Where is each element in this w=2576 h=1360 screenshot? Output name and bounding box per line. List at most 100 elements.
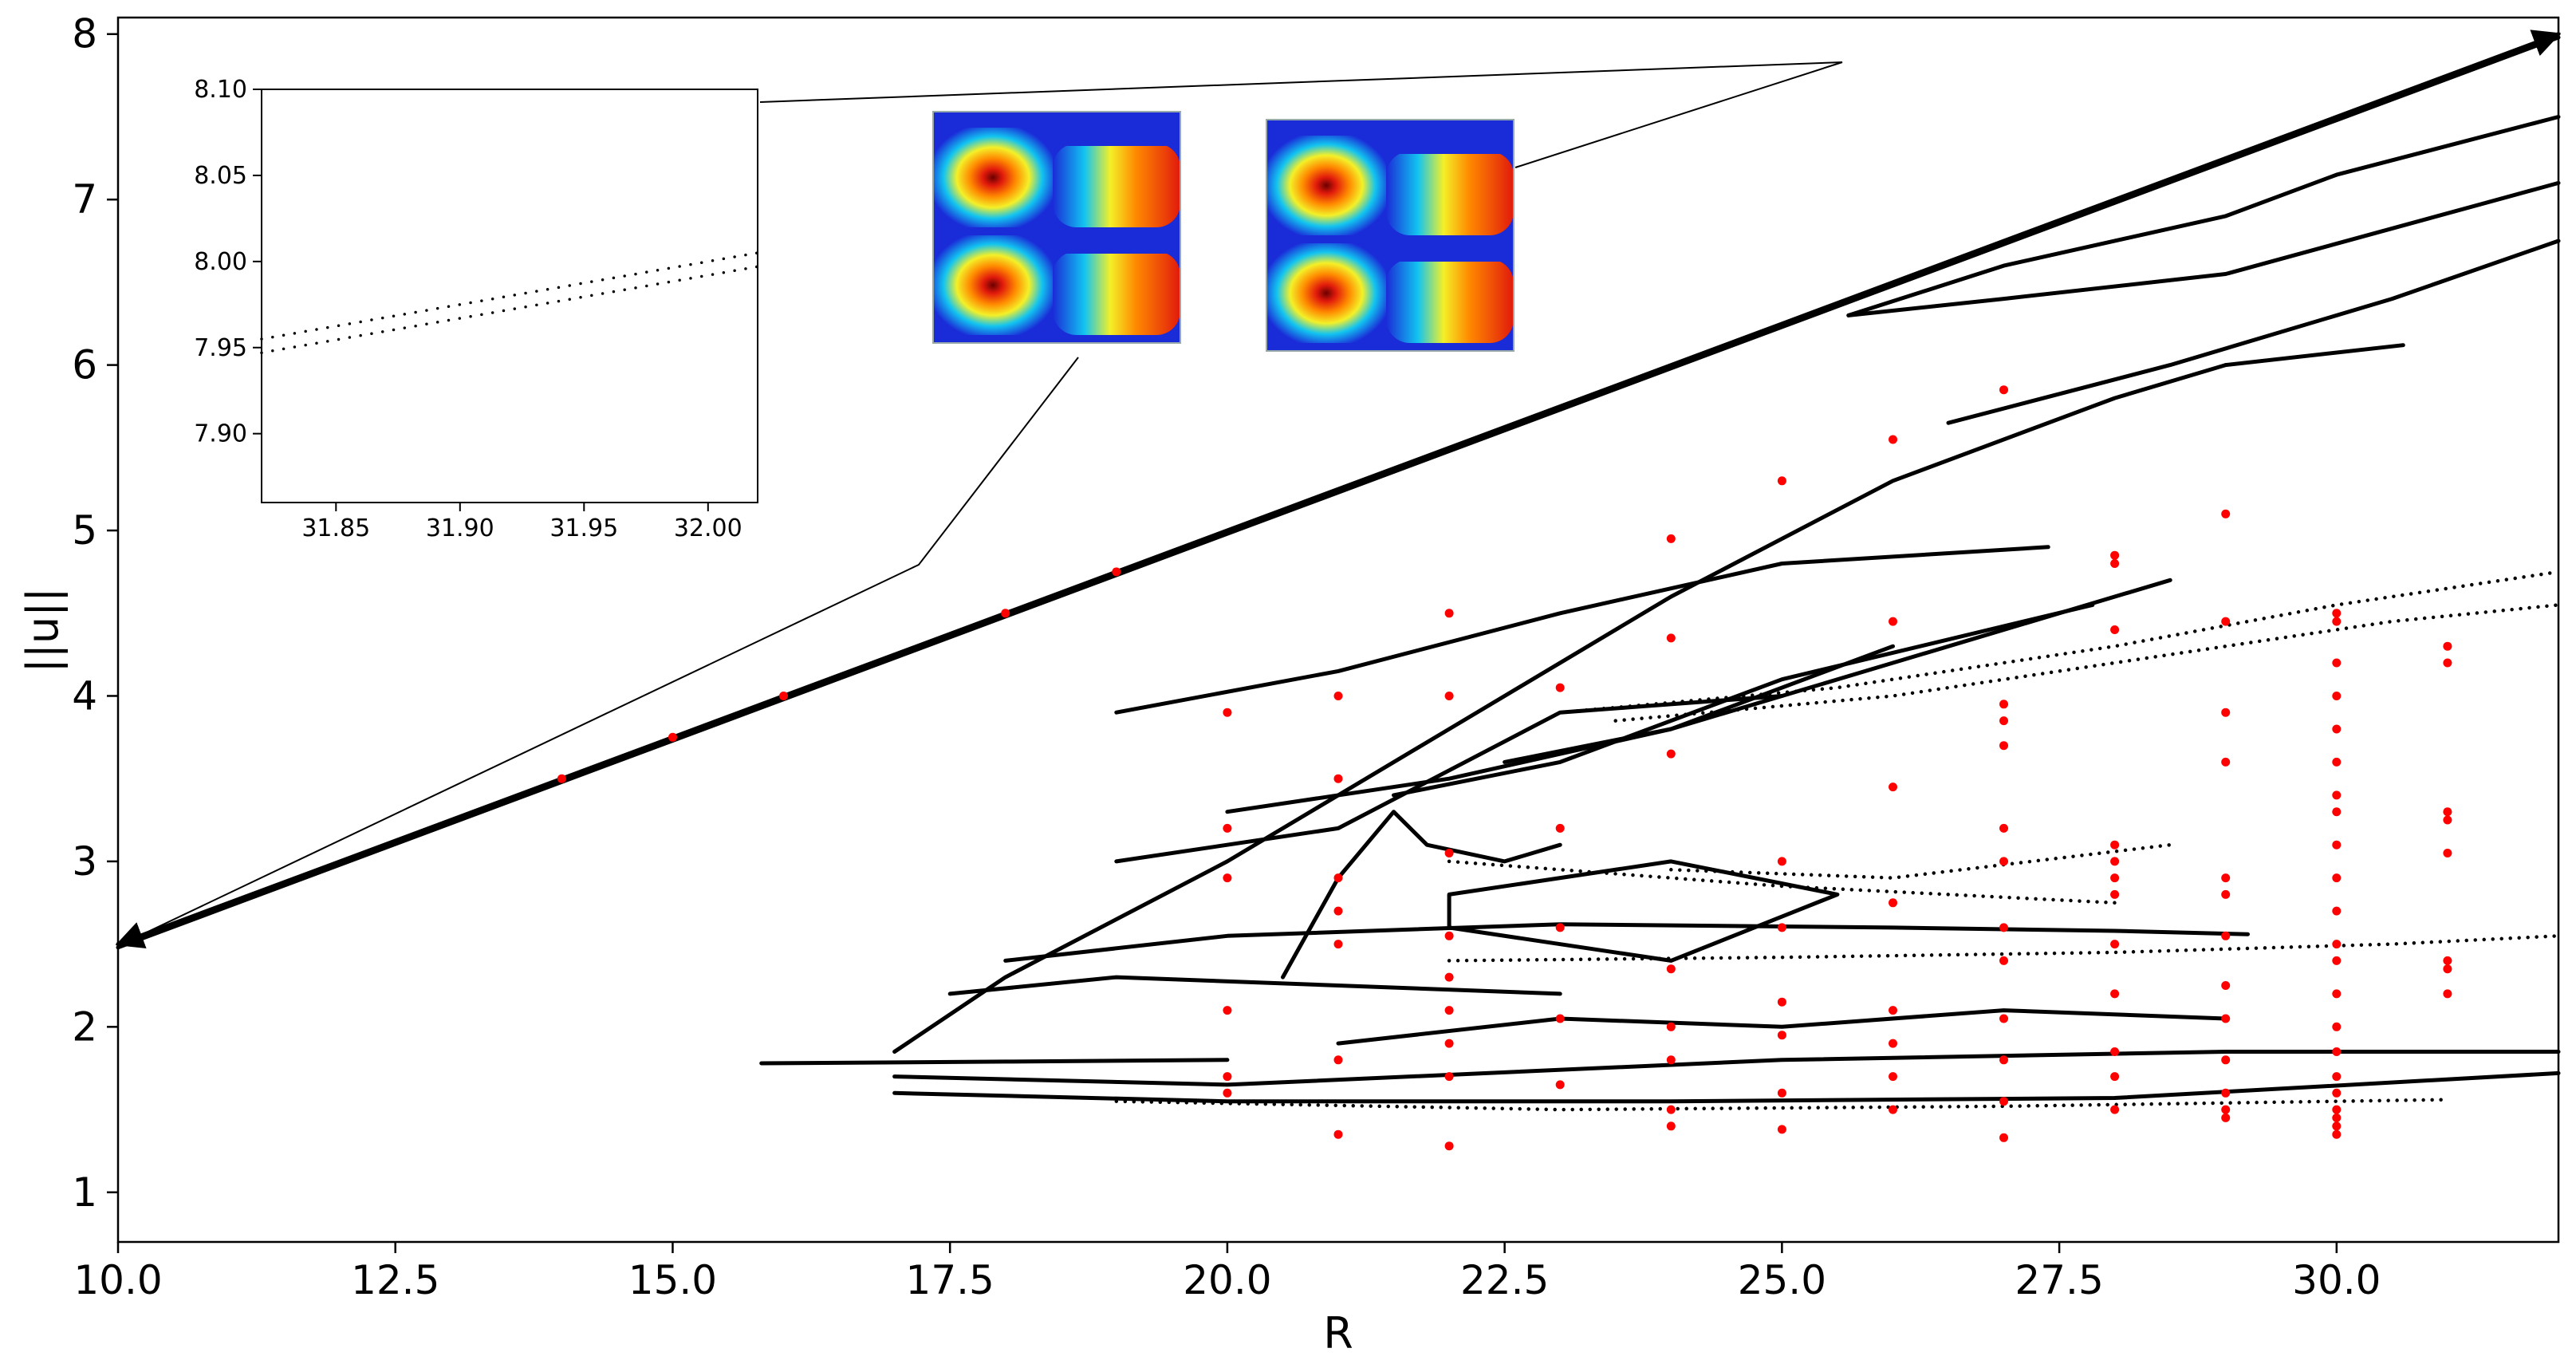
inset-y-tick-label-2: 8.00: [194, 248, 247, 276]
inset-x-tick-label-0: 31.85: [301, 514, 370, 542]
red-marker-67: [2110, 550, 2120, 560]
red-marker-74: [2110, 940, 2120, 949]
red-marker-65: [1999, 1097, 2008, 1106]
red-marker-82: [2221, 757, 2231, 767]
red-marker-16: [1333, 1055, 1343, 1065]
red-marker-57: [1999, 716, 2008, 726]
branch-series-1: [116, 35, 2561, 950]
red-marker-6: [1223, 823, 1232, 833]
branch-series-5: [1946, 238, 2561, 425]
red-marker-95: [2332, 692, 2342, 700]
branch-series-21: [1669, 842, 2172, 880]
red-marker-85: [2221, 931, 2231, 940]
red-marker-105: [2332, 989, 2342, 999]
y-tick-label-3: 4: [72, 672, 97, 719]
y-tick-label-4: 5: [72, 507, 97, 554]
red-marker-109: [2332, 1088, 2342, 1098]
red-marker-118: [2443, 849, 2452, 857]
red-marker-55: [1999, 385, 2008, 395]
branch-curves: [115, 30, 2562, 1112]
y-tick-label-1: 2: [72, 1003, 97, 1050]
connector-line-top: [759, 61, 1843, 103]
red-marker-83: [2221, 873, 2231, 883]
red-marker-35: [1666, 964, 1676, 974]
branch-series-3: [1846, 180, 2561, 317]
branch-series-4: [2223, 343, 2405, 368]
red-marker-116: [2443, 807, 2452, 817]
red-marker-48: [1889, 617, 1897, 626]
red-marker-78: [2110, 1105, 2120, 1114]
x-tick-label-6: 25.0: [1738, 1257, 1826, 1303]
x-axis-ticks: 10.0 12.5 15.0 17.5 20.0 22.5 25.0 27.5 30.0: [73, 1242, 2381, 1303]
red-marker-2: [779, 692, 788, 700]
red-marker-108: [2332, 1072, 2342, 1082]
y-axis-ticks: 1 2 3 4 5 6 7 8: [72, 11, 118, 1216]
red-marker-101: [2332, 873, 2342, 883]
red-marker-25: [1444, 1072, 1454, 1082]
red-marker-121: [2443, 989, 2452, 999]
red-marker-31: [1555, 1080, 1565, 1090]
red-marker-72: [2110, 873, 2120, 883]
inset-y-tick-label-0: 7.90: [194, 420, 247, 448]
inset-y-tick-label-4: 8.10: [194, 76, 247, 104]
red-marker-91: [2221, 1113, 2231, 1122]
red-marker-99: [2332, 807, 2342, 817]
branch-series-8: [1503, 578, 2172, 764]
main-plot: 10.0 12.5 15.0 17.5 20.0 22.5 25.0 27.5 30.0 1 2 3…: [18, 11, 2562, 1358]
red-marker-110: [2332, 1105, 2342, 1114]
red-marker-9: [1223, 1072, 1232, 1082]
red-marker-37: [1666, 1055, 1676, 1065]
red-marker-39: [1666, 1122, 1676, 1131]
red-marker-27: [1555, 683, 1565, 692]
red-marker-7: [1223, 873, 1232, 883]
red-marker-29: [1555, 923, 1565, 932]
red-marker-11: [1333, 692, 1343, 700]
x-tick-label-5: 22.5: [1460, 1257, 1549, 1303]
red-marker-24: [1444, 1039, 1454, 1048]
branch-series-11: [1114, 694, 1784, 864]
red-marker-21: [1444, 931, 1454, 940]
red-marker-119: [2443, 956, 2452, 965]
red-marker-14: [1333, 906, 1343, 916]
red-marker-44: [1777, 1031, 1786, 1040]
red-marker-53: [1889, 1072, 1897, 1082]
red-marker-0: [557, 774, 566, 783]
red-marker-30: [1555, 1014, 1565, 1023]
red-marker-10: [1223, 1088, 1232, 1098]
red-marker-13: [1333, 873, 1343, 883]
branch-series-15: [1003, 922, 2250, 963]
branch-series-0: [115, 30, 2562, 948]
red-marker-28: [1555, 823, 1565, 833]
x-tick-label-1: 12.5: [351, 1257, 439, 1303]
red-marker-58: [1999, 741, 2008, 751]
red-marker-117: [2443, 815, 2452, 825]
red-marker-107: [2332, 1047, 2342, 1056]
y-tick-label-6: 7: [72, 176, 97, 223]
branch-series-7: [1114, 545, 2050, 715]
red-marker-43: [1777, 997, 1786, 1007]
x-axis-label: R: [1323, 1308, 1353, 1358]
red-marker-66: [1999, 1133, 2008, 1142]
red-marker-115: [2443, 658, 2452, 668]
y-axis-label: ||u||: [18, 588, 68, 673]
red-marker-71: [2110, 857, 2120, 866]
red-marker-49: [1889, 782, 1897, 792]
red-marker-96: [2332, 724, 2342, 734]
branch-series-12: [759, 1058, 1230, 1066]
red-marker-62: [1999, 956, 2008, 965]
flow-visualization-right: [1266, 120, 1514, 351]
red-marker-69: [2110, 625, 2120, 634]
inset-x-tick-label-3: 32.00: [674, 514, 742, 542]
branch-series-25: [1114, 1098, 2450, 1112]
red-marker-56: [1999, 700, 2008, 709]
branch-series-23: [1613, 603, 2561, 723]
red-marker-20: [1444, 849, 1454, 857]
red-marker-114: [2443, 641, 2452, 651]
red-marker-80: [2221, 617, 2231, 626]
red-marker-64: [1999, 1055, 2008, 1065]
inset-plot: 31.85 31.90 31.95 32.00 7.90 7.95 8.00 8.05 8.1…: [194, 76, 759, 542]
red-marker-81: [2221, 708, 2231, 717]
branch-series-20: [1447, 859, 2117, 905]
red-marker-15: [1333, 940, 1343, 949]
